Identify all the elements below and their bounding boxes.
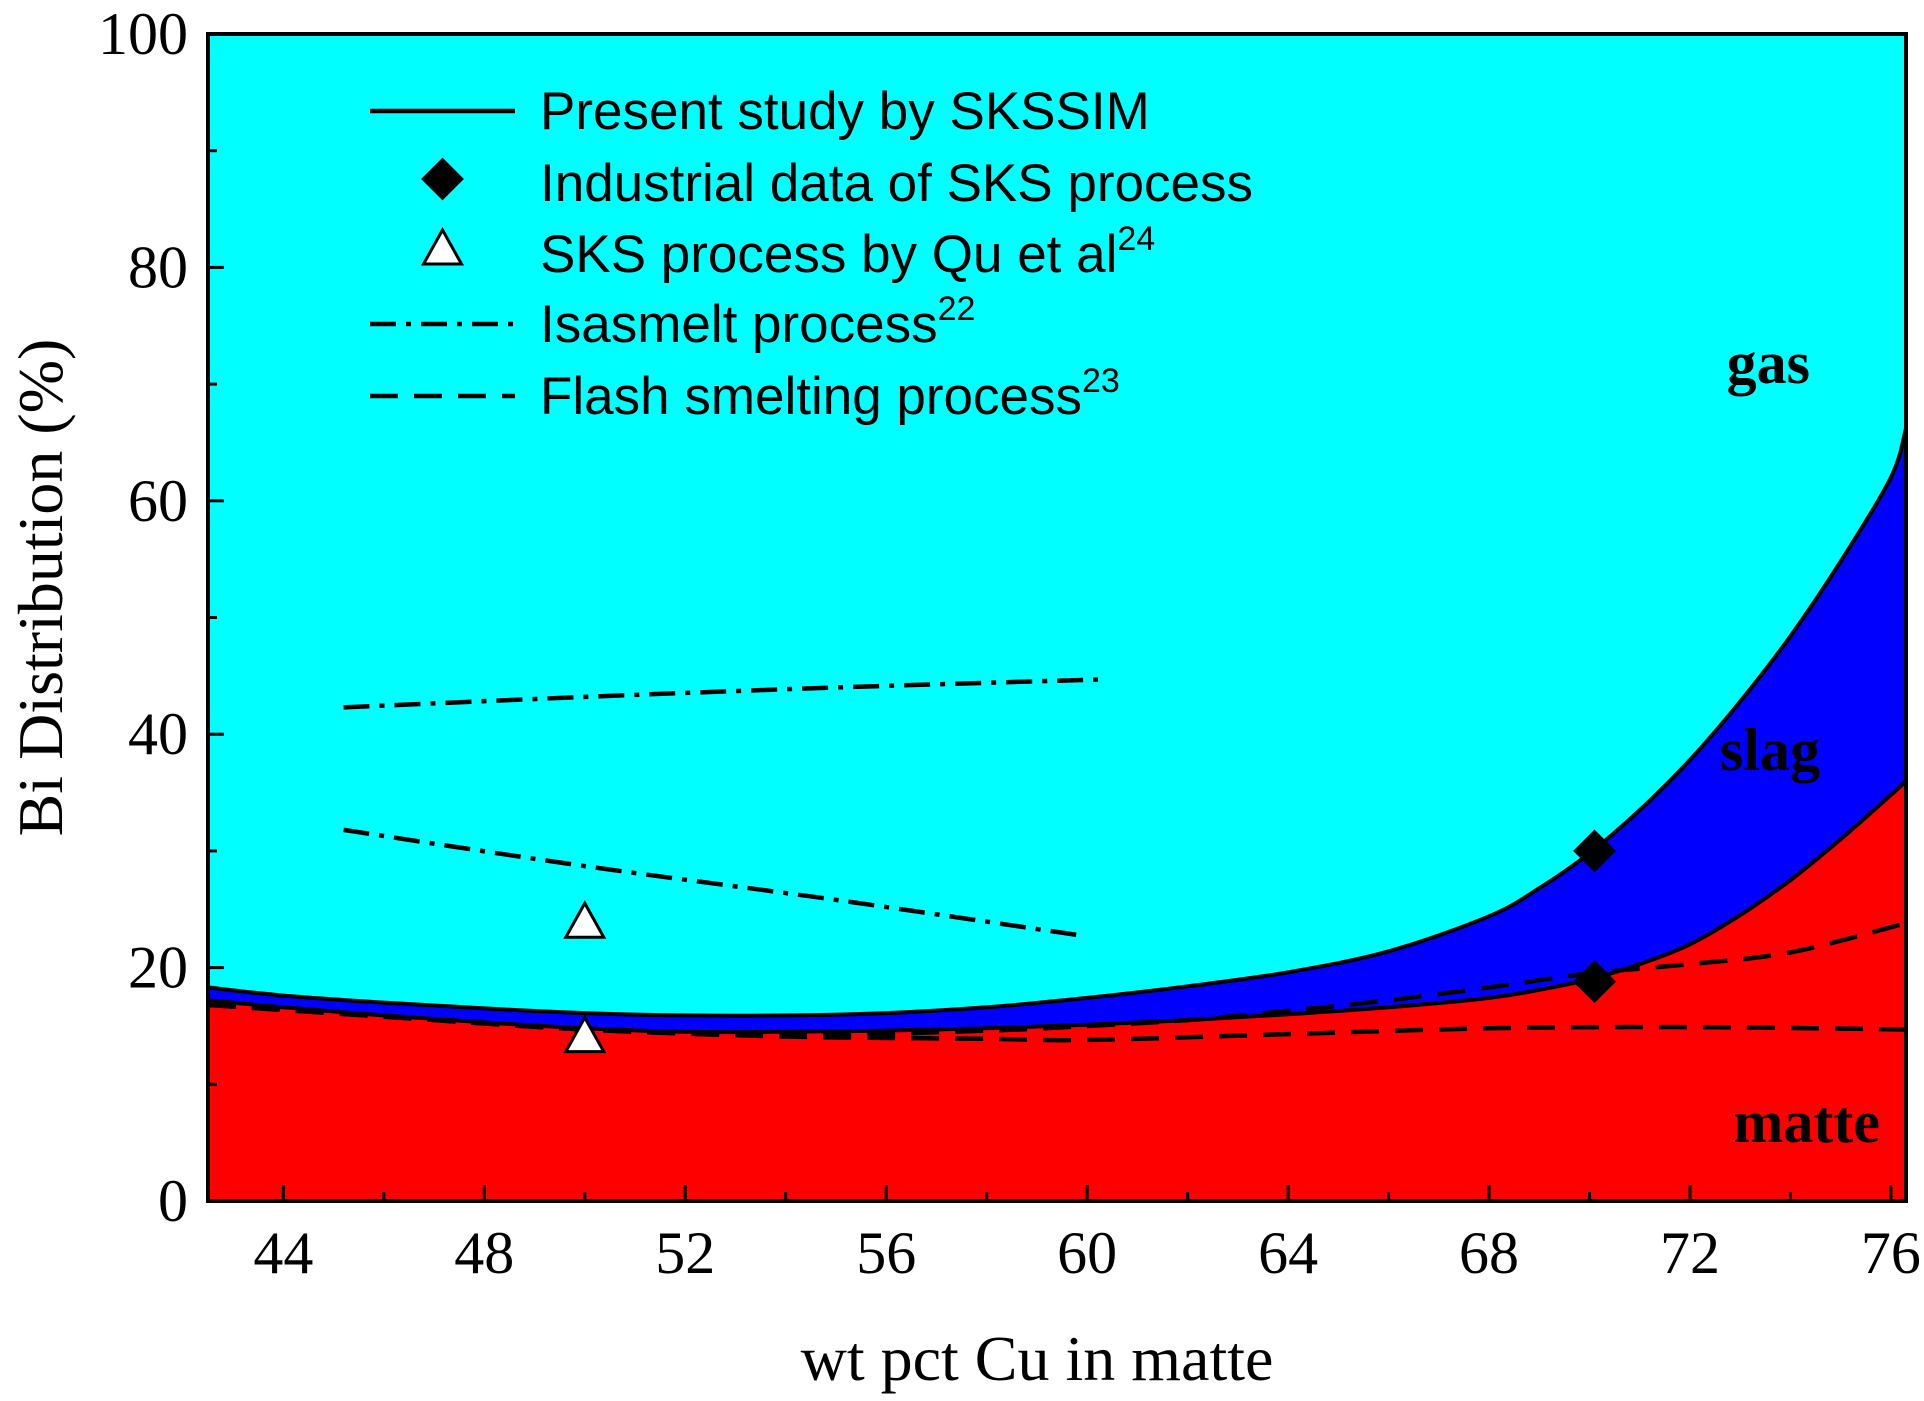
matte-region xyxy=(208,780,1906,1201)
legend-label: Flash smelting process23 xyxy=(540,362,1120,426)
y-tick-label: 100 xyxy=(98,1,188,67)
x-tick-label: 48 xyxy=(454,1220,514,1286)
region-label-slag: slag xyxy=(1720,717,1820,783)
series-line-5 xyxy=(343,827,1078,938)
x-tick-label: 60 xyxy=(1057,1220,1117,1286)
legend-item: Flash smelting process23 xyxy=(370,362,1120,426)
y-tick-label: 60 xyxy=(128,468,188,534)
x-tick-label: 76 xyxy=(1861,1220,1921,1286)
data-point-diamond-1 xyxy=(1573,960,1616,1004)
x-axis-label: wt pct Cu in matte xyxy=(801,1323,1274,1394)
legend-label: SKS process by Qu et al24 xyxy=(540,220,1155,284)
legend-label: Present study by SKSSIM xyxy=(540,82,1150,141)
data-point-triangle-0 xyxy=(563,900,607,939)
region-label-matte: matte xyxy=(1733,1089,1880,1155)
legend-label: Industrial data of SKS process xyxy=(540,154,1253,213)
legend-symbol-diamond xyxy=(421,157,464,201)
series-line-3 xyxy=(207,921,1907,1038)
y-tick-label: 40 xyxy=(128,701,188,767)
series-line-4 xyxy=(343,677,1103,710)
region-label-gas: gas xyxy=(1727,330,1810,396)
x-tick-label: 52 xyxy=(655,1220,715,1286)
legend-item: SKS process by Qu et al24 xyxy=(420,220,1155,284)
data-point-diamond-0 xyxy=(1573,829,1616,873)
data-point-triangle-1 xyxy=(563,1014,607,1054)
legend-label: Isasmelt process22 xyxy=(540,290,975,354)
legend-item: Industrial data of SKS process xyxy=(421,154,1253,213)
x-tick-label: 64 xyxy=(1258,1220,1318,1286)
x-tick-label: 44 xyxy=(253,1220,313,1286)
y-tick-label: 0 xyxy=(158,1168,188,1234)
y-tick-label: 80 xyxy=(128,234,188,300)
legend: Present study by SKSSIM Industrial data o… xyxy=(370,82,1253,426)
x-tick-label: 72 xyxy=(1660,1220,1720,1286)
legend-item: Present study by SKSSIM xyxy=(370,82,1150,141)
x-tick-label: 68 xyxy=(1459,1220,1519,1286)
legend-symbol-triangle xyxy=(420,226,465,266)
legend-item: Isasmelt process22 xyxy=(370,290,975,354)
series-line-1 xyxy=(207,427,1908,1018)
y-tick-label: 20 xyxy=(128,935,188,1001)
y-axis-label: Bi Distribution (%) xyxy=(5,339,76,837)
x-tick-label: 56 xyxy=(856,1220,916,1286)
